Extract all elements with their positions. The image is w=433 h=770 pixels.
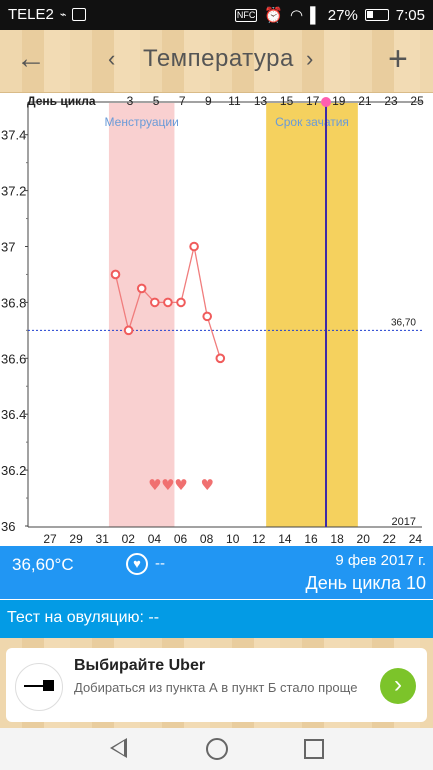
ad-open-button[interactable]: ›: [380, 668, 416, 704]
temperature-point: [215, 353, 226, 364]
temperature-point: [176, 297, 186, 308]
heart-icon[interactable]: ♥: [126, 553, 148, 575]
heart-marker: ♥: [200, 476, 213, 494]
temperature-point: [123, 325, 134, 336]
ad-description: Добираться из пункта А в пункт Б стало п…: [74, 680, 358, 695]
alarm-icon: ⏰: [264, 7, 284, 24]
temperature-point: [202, 311, 212, 322]
y-tick-label: 36: [1, 519, 15, 534]
cycle-day-label: 11: [228, 94, 241, 108]
date-label: 04: [148, 532, 162, 544]
heart-marker: ♥: [148, 476, 161, 494]
menstruation-band: [108, 103, 175, 527]
signal-icon: ▌: [310, 6, 321, 24]
temperature-point: [136, 283, 147, 294]
carrier-label: TELE2: [8, 6, 54, 23]
uber-logo-icon: [15, 663, 63, 711]
battery-percent: 27%: [327, 6, 358, 24]
nfc-icon: NFC: [234, 8, 258, 22]
ad-banner-area: Выбирайте Uber Добираться из пункта А в …: [0, 638, 433, 728]
status-bar: TELE2 ⌁ NFC ⏰ ◠ ▌ 27% 7:05: [0, 0, 433, 30]
date-label: 08: [200, 532, 214, 544]
date-label: 29: [69, 532, 83, 544]
date-label: 20: [357, 532, 371, 544]
conception-band: [266, 103, 358, 527]
y-tick-label: 36.2: [1, 463, 26, 478]
nav-recents-icon[interactable]: [304, 739, 324, 759]
temperature-chart[interactable]: 37.4 37.2 37 36.8 36.6 36.4 36.2 36 День цикла 3 5…: [0, 92, 433, 544]
y-tick-label: 36.8: [1, 295, 26, 310]
page-title: Температура: [143, 45, 294, 72]
cycle-day-label: 17: [306, 94, 320, 108]
ad-title: Выбирайте Uber: [74, 657, 206, 674]
menstruation-label: Менструации: [105, 115, 179, 129]
coverline-label: 36,70: [391, 317, 416, 328]
battery-icon: [364, 9, 389, 21]
heart-value: --: [155, 555, 165, 572]
temperature-point: [189, 241, 199, 252]
add-button[interactable]: +: [388, 40, 408, 78]
cycle-day-label: 9: [205, 94, 212, 108]
conception-label: Срок зачатия: [275, 115, 349, 129]
date-label: 12: [252, 532, 266, 544]
temperature-value: 36,60°C: [12, 555, 74, 574]
date-label: 24: [409, 532, 423, 544]
cycle-day: День цикла 10: [305, 573, 427, 593]
clock-time: 7:05: [395, 6, 425, 24]
ovulation-test-row[interactable]: Тест на овуляцию: --: [0, 600, 433, 638]
y-tick-label: 36.6: [1, 351, 26, 366]
heart-marker: ♥: [174, 476, 187, 494]
app-notification-icon: [72, 8, 87, 21]
navigation-bar: [0, 728, 433, 770]
cycle-day-label: 13: [254, 94, 268, 108]
y-tick-label: 37.4: [1, 128, 26, 143]
today-marker: [321, 97, 331, 107]
cycle-day-label: 7: [179, 94, 186, 108]
cast-icon: ⌁: [59, 9, 67, 21]
cycle-day-label: 23: [384, 94, 398, 108]
date-label: 22: [383, 532, 397, 544]
heart-marker: ♥: [161, 476, 174, 494]
date-label: 16: [304, 532, 318, 544]
date-label: 14: [278, 532, 292, 544]
back-button[interactable]: ←: [16, 42, 46, 75]
nav-home-icon[interactable]: [206, 738, 228, 760]
temperature-point: [163, 297, 173, 308]
previous-cycle-button[interactable]: ‹: [108, 46, 116, 71]
cycle-day-label: 3: [127, 94, 134, 108]
date-label: 10: [226, 532, 240, 544]
date-label: 06: [174, 532, 188, 544]
date-label: 27: [43, 532, 57, 544]
temperature-point: [150, 297, 160, 308]
selected-date: 9 фев 2017 г.: [335, 552, 426, 569]
date-label: 18: [330, 532, 344, 544]
wifi-icon: ◠: [290, 7, 304, 24]
ad-banner[interactable]: Выбирайте Uber Добираться из пункта А в …: [6, 648, 427, 722]
y-tick-label: 37.2: [1, 184, 26, 199]
year-label: 2017: [392, 516, 416, 528]
ovulation-test-label: Тест на овуляцию: --: [7, 609, 160, 626]
cycle-day-label: 21: [358, 94, 372, 108]
date-label: 31: [96, 532, 110, 544]
temperature-point: [110, 269, 121, 280]
toolbar: ← ‹ Температура › +: [0, 30, 433, 93]
cycle-day-label: 25: [410, 94, 424, 108]
next-cycle-button[interactable]: ›: [306, 46, 314, 71]
cycle-day-label: 15: [280, 94, 294, 108]
nav-back-icon[interactable]: [110, 738, 127, 758]
cycle-day-header: День цикла: [27, 94, 96, 108]
cycle-day-label: 19: [332, 94, 346, 108]
cycle-day-label: 5: [153, 94, 160, 108]
selected-day-info: 36,60°C ♥ -- 9 фев 2017 г. День цикла 10: [0, 546, 433, 599]
date-label: 02: [122, 532, 136, 544]
y-tick-label: 36.4: [1, 407, 26, 422]
y-tick-label: 37: [1, 240, 15, 255]
